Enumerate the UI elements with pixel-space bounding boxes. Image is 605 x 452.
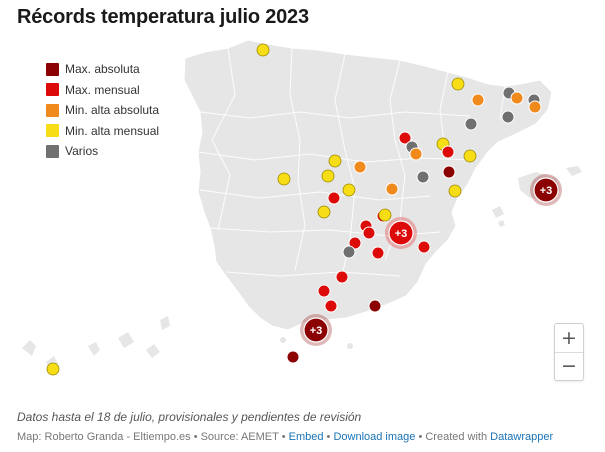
- canary-islands: [22, 316, 170, 370]
- legend-item-max-absoluta: Max. absoluta: [46, 59, 159, 80]
- map[interactable]: +3 +3 +3: [0, 36, 605, 406]
- cluster-count: +3: [395, 228, 408, 240]
- legend-label: Max. mensual: [65, 82, 140, 97]
- data-note: Datos hasta el 18 de julio, provisionale…: [17, 410, 362, 424]
- zoom-control: + −: [554, 323, 584, 381]
- datawrapper-link[interactable]: Datawrapper: [490, 431, 554, 443]
- station-markers[interactable]: [46, 43, 542, 376]
- marker-max-mensual: [371, 246, 385, 260]
- ceuta: [280, 337, 286, 343]
- download-image-link[interactable]: Download image: [333, 431, 416, 443]
- cluster-count: +3: [540, 185, 553, 197]
- legend: Max. absoluta Max. mensual Min. alta abs…: [46, 59, 159, 162]
- marker-min-alta-mensual: [378, 208, 392, 222]
- cluster-marker[interactable]: +3: [388, 220, 414, 246]
- formentera: [498, 220, 505, 227]
- marker-min-alta-absoluta: [510, 91, 524, 105]
- footer: Map: Roberto Granda - Eltiempo.es • Sour…: [17, 431, 553, 443]
- marker-max-mensual: [362, 226, 376, 240]
- legend-label: Min. alta absoluta: [65, 103, 160, 118]
- marker-min-alta-absoluta: [471, 93, 485, 107]
- marker-max-mensual: [317, 284, 331, 298]
- footer-separator: •: [323, 431, 334, 443]
- iberian-peninsula: [183, 39, 553, 331]
- marker-max-absoluta: [286, 350, 300, 364]
- embed-link[interactable]: Embed: [288, 431, 324, 443]
- marker-max-mensual: [348, 236, 362, 250]
- legend-item-min-alta-absoluta: Min. alta absoluta: [46, 100, 159, 121]
- legend-item-max-mensual: Max. mensual: [46, 80, 159, 101]
- ibiza: [492, 206, 504, 218]
- marker-max-absoluta: [442, 165, 456, 179]
- marker-max-absoluta: [368, 299, 382, 313]
- legend-item-varios: Varios: [46, 141, 159, 162]
- clusters[interactable]: +3 +3 +3: [303, 177, 559, 343]
- marker-varios: [416, 170, 430, 184]
- legend-label: Min. alta mensual: [65, 123, 160, 138]
- marker-min-alta-absoluta: [353, 160, 367, 174]
- legend-swatch: [46, 124, 59, 138]
- legend-label: Max. absoluta: [65, 62, 140, 77]
- legend-swatch: [46, 144, 59, 158]
- legend-swatch: [46, 103, 59, 117]
- marker-min-alta-mensual: [328, 154, 342, 168]
- melilla: [347, 343, 353, 349]
- marker-min-alta-mensual: [256, 43, 270, 57]
- cluster-circle: [533, 177, 559, 203]
- marker-min-alta-absoluta: [385, 182, 399, 196]
- marker-max-mensual: [324, 299, 338, 313]
- cluster-marker[interactable]: +3: [533, 177, 559, 203]
- credit-text: Map: Roberto Granda - Eltiempo.es • Sour…: [17, 431, 289, 443]
- marker-max-mensual: [441, 145, 455, 159]
- marker-max-mensual: [417, 240, 431, 254]
- zoom-out-button[interactable]: −: [555, 351, 583, 381]
- marker-varios: [464, 117, 478, 131]
- cluster-circle: [388, 220, 414, 246]
- page-title: Récords temperatura julio 2023: [17, 6, 309, 28]
- zoom-in-button[interactable]: +: [561, 326, 577, 349]
- legend-swatch: [46, 62, 59, 76]
- marker-min-alta-mensual: [46, 362, 60, 376]
- cluster-marker[interactable]: +3: [303, 317, 329, 343]
- marker-min-alta-absoluta: [528, 100, 542, 114]
- marker-varios: [501, 110, 515, 124]
- marker-max-mensual: [398, 131, 412, 145]
- marker-min-alta-mensual: [451, 77, 465, 91]
- footer-created-with: • Created with: [415, 431, 491, 443]
- marker-min-alta-mensual: [317, 205, 331, 219]
- cluster-circle: [303, 317, 329, 343]
- menorca: [566, 166, 582, 176]
- marker-min-alta-mensual: [321, 169, 335, 183]
- legend-item-min-alta-mensual: Min. alta mensual: [46, 121, 159, 142]
- marker-min-alta-absoluta: [409, 147, 423, 161]
- marker-min-alta-mensual: [342, 183, 356, 197]
- marker-max-mensual: [327, 191, 341, 205]
- marker-min-alta-mensual: [277, 172, 291, 186]
- marker-min-alta-mensual: [463, 149, 477, 163]
- legend-swatch: [46, 83, 59, 97]
- marker-max-mensual: [335, 270, 349, 284]
- legend-label: Varios: [65, 144, 99, 159]
- marker-min-alta-mensual: [448, 184, 462, 198]
- marker-varios: [342, 245, 356, 259]
- cluster-count: +3: [310, 325, 323, 337]
